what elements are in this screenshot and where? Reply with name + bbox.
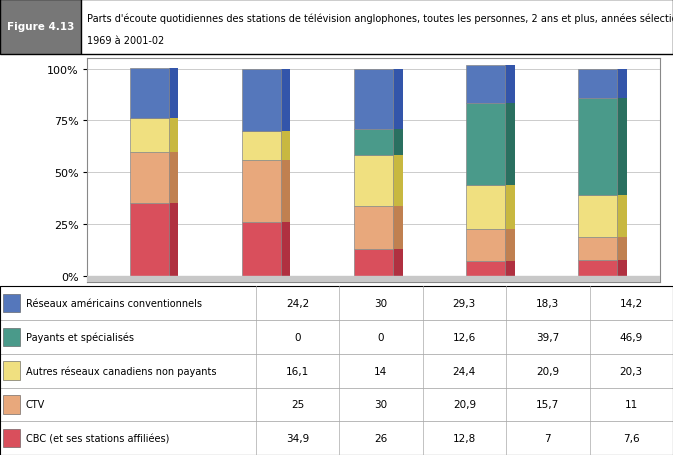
- Text: 20,3: 20,3: [620, 366, 643, 376]
- Bar: [0, 0, 81, 55]
- Bar: [466, 229, 505, 262]
- Text: 14,2: 14,2: [620, 298, 643, 308]
- Text: 0: 0: [378, 332, 384, 342]
- Text: 24,2: 24,2: [286, 298, 309, 308]
- Text: Payants et spécialisés: Payants et spécialisés: [26, 332, 133, 343]
- Bar: [242, 222, 281, 276]
- Text: 20,9: 20,9: [536, 366, 559, 376]
- Bar: [129, 152, 169, 204]
- FancyBboxPatch shape: [505, 66, 515, 104]
- Bar: [466, 104, 505, 186]
- Bar: [129, 204, 169, 276]
- FancyBboxPatch shape: [169, 204, 178, 276]
- FancyBboxPatch shape: [617, 196, 627, 238]
- Bar: [242, 160, 281, 222]
- FancyBboxPatch shape: [281, 160, 290, 222]
- Text: CBC (et ses stations affiliées): CBC (et ses stations affiliées): [26, 433, 169, 443]
- Text: 29,3: 29,3: [453, 298, 476, 308]
- FancyBboxPatch shape: [617, 260, 627, 276]
- FancyBboxPatch shape: [393, 156, 402, 206]
- Text: 26: 26: [374, 433, 388, 443]
- Bar: [3, 362, 20, 380]
- Bar: [354, 130, 393, 156]
- Bar: [242, 70, 281, 131]
- Bar: [242, 131, 281, 160]
- FancyBboxPatch shape: [169, 69, 178, 119]
- Bar: [578, 196, 618, 238]
- Text: 7: 7: [544, 433, 551, 443]
- Bar: [354, 206, 393, 249]
- Text: 16,1: 16,1: [286, 366, 309, 376]
- Bar: [0, 354, 673, 388]
- Text: 0: 0: [294, 332, 301, 342]
- FancyBboxPatch shape: [505, 262, 515, 276]
- Bar: [3, 429, 20, 447]
- Bar: [0, 388, 673, 421]
- Bar: [354, 249, 393, 276]
- Text: Figure 4.13: Figure 4.13: [7, 22, 74, 32]
- FancyBboxPatch shape: [393, 70, 402, 130]
- FancyBboxPatch shape: [505, 186, 515, 229]
- Text: CTV: CTV: [26, 399, 45, 410]
- Text: Autres réseaux canadiens non payants: Autres réseaux canadiens non payants: [26, 365, 216, 376]
- Text: 7,6: 7,6: [623, 433, 639, 443]
- Text: Réseaux américains conventionnels: Réseaux américains conventionnels: [26, 298, 202, 308]
- Bar: [3, 294, 20, 313]
- FancyBboxPatch shape: [505, 229, 515, 262]
- FancyBboxPatch shape: [393, 130, 402, 156]
- Bar: [129, 69, 169, 119]
- Bar: [466, 262, 505, 276]
- Bar: [129, 119, 169, 152]
- Text: Parts d'écoute quotidiennes des stations de télévision anglophones, toutes les p: Parts d'écoute quotidiennes des stations…: [87, 14, 673, 25]
- Text: 14: 14: [374, 366, 388, 376]
- Bar: [3, 395, 20, 414]
- FancyBboxPatch shape: [281, 222, 290, 276]
- FancyBboxPatch shape: [505, 104, 515, 186]
- FancyBboxPatch shape: [617, 99, 627, 196]
- Text: 12,8: 12,8: [453, 433, 476, 443]
- FancyBboxPatch shape: [393, 249, 402, 276]
- Bar: [87, 276, 660, 282]
- Text: 1969 à 2001-02: 1969 à 2001-02: [87, 36, 165, 46]
- FancyBboxPatch shape: [169, 119, 178, 152]
- Bar: [3, 328, 20, 346]
- FancyBboxPatch shape: [281, 70, 290, 131]
- FancyBboxPatch shape: [617, 70, 627, 99]
- Text: 34,9: 34,9: [286, 433, 309, 443]
- Text: 11: 11: [625, 399, 638, 410]
- FancyBboxPatch shape: [169, 152, 178, 204]
- Bar: [466, 186, 505, 229]
- FancyBboxPatch shape: [393, 206, 402, 249]
- Text: 12,6: 12,6: [453, 332, 476, 342]
- Bar: [578, 99, 618, 196]
- FancyBboxPatch shape: [281, 131, 290, 160]
- Text: 30: 30: [374, 298, 388, 308]
- Text: 46,9: 46,9: [620, 332, 643, 342]
- Bar: [0, 287, 673, 320]
- Text: 24,4: 24,4: [453, 366, 476, 376]
- FancyBboxPatch shape: [617, 238, 627, 260]
- Text: 20,9: 20,9: [453, 399, 476, 410]
- Bar: [466, 66, 505, 104]
- Bar: [578, 70, 618, 99]
- Bar: [0, 421, 673, 455]
- Text: 15,7: 15,7: [536, 399, 559, 410]
- Bar: [0, 320, 673, 354]
- Text: 30: 30: [374, 399, 388, 410]
- Bar: [578, 260, 618, 276]
- Bar: [354, 156, 393, 206]
- Bar: [354, 70, 393, 130]
- Text: 39,7: 39,7: [536, 332, 559, 342]
- Text: 25: 25: [291, 399, 304, 410]
- Bar: [578, 238, 618, 260]
- Text: 18,3: 18,3: [536, 298, 559, 308]
